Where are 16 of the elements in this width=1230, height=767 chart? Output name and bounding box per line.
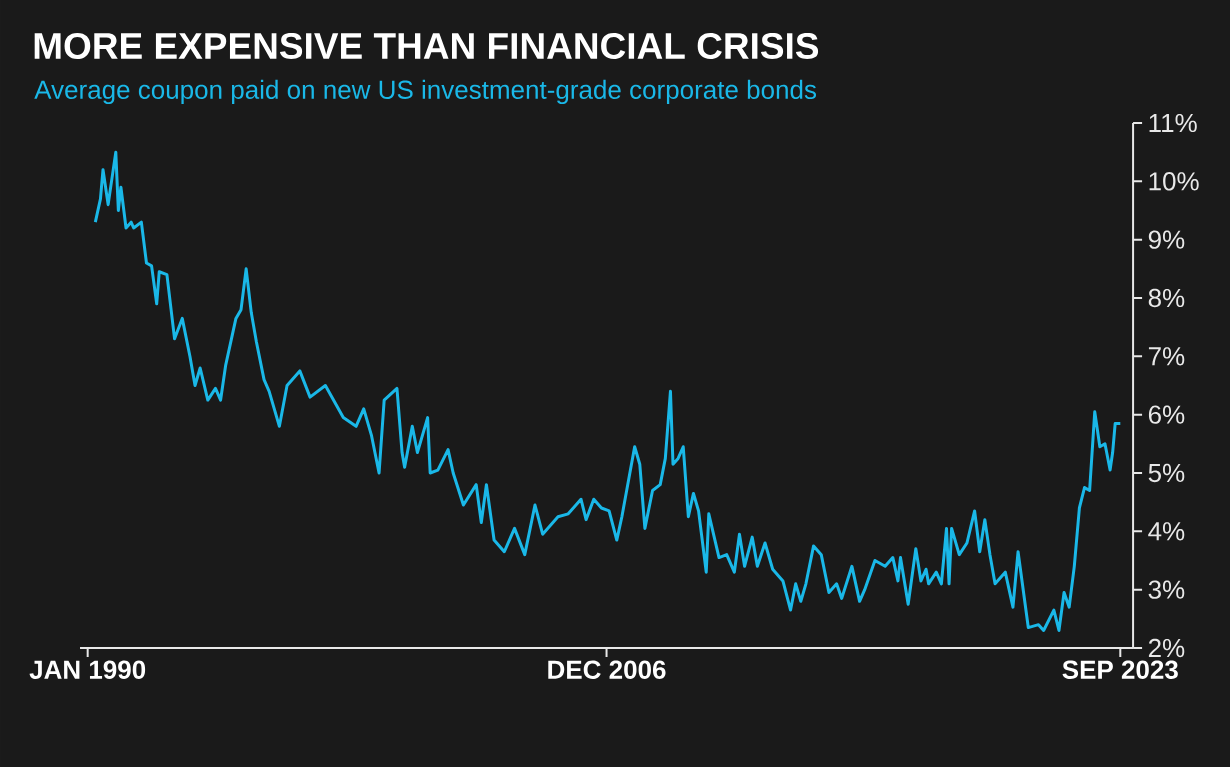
line-series bbox=[93, 150, 1122, 632]
y-tick-label: 11% bbox=[1149, 113, 1197, 133]
y-tick-label: 5% bbox=[1148, 463, 1185, 483]
y-tick-label: 4% bbox=[1148, 522, 1185, 541]
y-tick-label: 2% bbox=[1148, 638, 1185, 658]
x-tick-label: SEP 2023 bbox=[1062, 660, 1178, 679]
y-tick-label: 6% bbox=[1148, 405, 1185, 424]
y-tick-label: 8% bbox=[1148, 288, 1185, 308]
y-tick-label: 3% bbox=[1148, 580, 1185, 599]
x-tick-label: JAN 1990 bbox=[29, 660, 146, 679]
chart-title: MORE EXPENSIVE THAN FINANCIAL CRISIS bbox=[34, 32, 819, 60]
y-tick-label: 7% bbox=[1148, 347, 1185, 366]
x-tick-label: DEC 2006 bbox=[548, 660, 666, 679]
y-tick-label: 10% bbox=[1149, 172, 1199, 191]
chart-subtitle: Average coupon paid on new US investment-grade corporate bonds bbox=[34, 79, 817, 105]
y-tick-label: 9% bbox=[1148, 230, 1185, 249]
